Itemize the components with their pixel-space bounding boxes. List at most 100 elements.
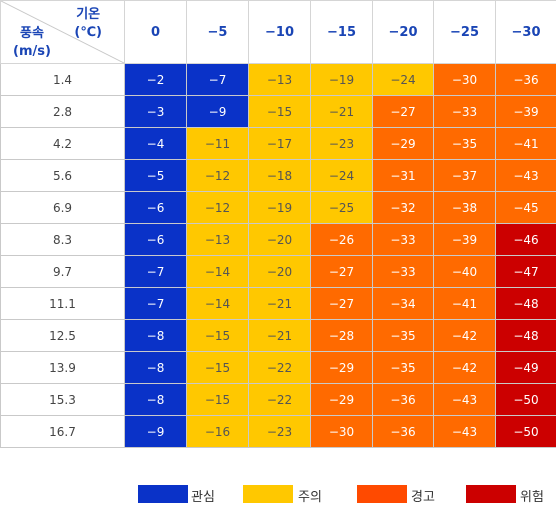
table-row: 4.2 −4 −11 −17 −23 −29 −35 −41 [0,127,556,160]
wind-chill-cell: −3 [124,95,187,128]
wind-chill-cell: −27 [372,95,434,128]
wind-chill-cell: −47 [495,255,556,288]
wind-chill-cell: −13 [248,63,311,96]
wind-chill-cell: −36 [372,383,434,416]
wind-chill-cell: −12 [186,191,249,224]
temperature-header: −15 [310,0,373,64]
diagonal-divider [1,1,124,63]
wind-chill-cell: −31 [372,159,434,192]
wind-chill-cell: −8 [124,383,187,416]
wind-chill-cell: −8 [124,319,187,352]
corner-header: 기온 (℃) 풍속 (m/s) [0,0,125,64]
wind-chill-cell: −18 [248,159,311,192]
legend: 관심 주의 경고 위험 [0,478,556,511]
wind-speed-axis-label: 풍속 (m/s) [13,25,51,61]
wind-chill-cell: −30 [433,63,496,96]
wind-chill-cell: −30 [310,415,373,448]
table-row: 16.7 −9 −16 −23 −30 −36 −43 −50 [0,415,556,448]
wind-speed-cell: 9.7 [0,255,125,288]
wind-speed-cell: 15.3 [0,383,125,416]
wind-chill-cell: −24 [310,159,373,192]
wind-chill-cell: −50 [495,383,556,416]
temperature-header: −10 [248,0,311,64]
wind-chill-cell: −11 [186,127,249,160]
header-row: 기온 (℃) 풍속 (m/s) 0 −5 −10 −15 −20 −25 −30 [0,0,556,64]
table-row: 1.4 −2 −7 −13 −19 −24 −30 −36 [0,63,556,96]
wind-speed-cell: 6.9 [0,191,125,224]
wind-chill-cell: −48 [495,287,556,320]
temperature-axis-label: 기온 (℃) [74,6,102,42]
temperature-unit: (℃) [74,25,102,40]
wind-chill-cell: −46 [495,223,556,256]
wind-chill-cell: −13 [186,223,249,256]
wind-chill-cell: −6 [124,223,187,256]
wind-chill-cell: −42 [433,319,496,352]
wind-chill-cell: −35 [433,127,496,160]
legend-swatch-red [466,485,516,503]
wind-chill-cell: −21 [310,95,373,128]
wind-chill-cell: −36 [372,415,434,448]
temperature-header: −25 [433,0,496,64]
wind-chill-cell: −7 [124,287,187,320]
table-row: 6.9 −6 −12 −19 −25 −32 −38 −45 [0,191,556,224]
wind-chill-cell: −27 [310,255,373,288]
wind-chill-cell: −33 [372,223,434,256]
wind-chill-cell: −14 [186,287,249,320]
temperature-label: 기온 [76,7,101,22]
legend-swatch-orange [357,485,407,503]
wind-chill-cell: −43 [433,383,496,416]
wind-chill-table: 기온 (℃) 풍속 (m/s) 0 −5 −10 −15 −20 −25 −30… [0,0,556,448]
wind-chill-cell: −15 [186,383,249,416]
table-row: 13.9 −8 −15 −22 −29 −35 −42 −49 [0,351,556,384]
wind-chill-cell: −28 [310,319,373,352]
wind-chill-cell: −39 [433,223,496,256]
wind-chill-cell: −25 [310,191,373,224]
wind-speed-cell: 5.6 [0,159,125,192]
wind-chill-cell: −37 [433,159,496,192]
wind-chill-cell: −26 [310,223,373,256]
wind-chill-cell: −38 [433,191,496,224]
wind-chill-cell: −8 [124,351,187,384]
temperature-header: 0 [124,0,187,64]
table-row: 11.1 −7 −14 −21 −27 −34 −41 −48 [0,287,556,320]
legend-label: 주의 [298,490,322,505]
wind-chill-cell: −29 [310,351,373,384]
wind-chill-cell: −33 [433,95,496,128]
wind-chill-cell: −16 [186,415,249,448]
legend-label: 경고 [411,490,435,505]
table-body: 1.4 −2 −7 −13 −19 −24 −30 −36 2.8 −3 −9 −15 −21 −27 −3… [0,63,556,448]
wind-chill-cell: −15 [186,351,249,384]
wind-chill-cell: −20 [248,223,311,256]
wind-chill-cell: −23 [310,127,373,160]
wind-chill-cell: −29 [372,127,434,160]
wind-speed-cell: 13.9 [0,351,125,384]
wind-chill-cell: −24 [372,63,434,96]
wind-chill-cell: −6 [124,191,187,224]
wind-chill-cell: −32 [372,191,434,224]
wind-chill-cell: −41 [495,127,556,160]
wind-chill-cell: −36 [495,63,556,96]
wind-unit: (m/s) [13,44,51,59]
wind-chill-cell: −29 [310,383,373,416]
wind-chill-cell: −22 [248,383,311,416]
wind-chill-cell: −21 [248,319,311,352]
wind-chill-cell: −43 [433,415,496,448]
wind-chill-cell: −39 [495,95,556,128]
wind-chill-cell: −35 [372,351,434,384]
wind-chill-cell: −9 [186,95,249,128]
wind-chill-cell: −49 [495,351,556,384]
wind-speed-cell: 11.1 [0,287,125,320]
wind-chill-cell: −17 [248,127,311,160]
wind-speed-cell: 12.5 [0,319,125,352]
wind-speed-cell: 1.4 [0,63,125,96]
table-row: 2.8 −3 −9 −15 −21 −27 −33 −39 [0,95,556,128]
wind-chill-cell: −20 [248,255,311,288]
table-row: 5.6 −5 −12 −18 −24 −31 −37 −43 [0,159,556,192]
wind-speed-cell: 2.8 [0,95,125,128]
table-row: 15.3 −8 −15 −22 −29 −36 −43 −50 [0,383,556,416]
wind-chill-cell: −41 [433,287,496,320]
wind-chill-cell: −14 [186,255,249,288]
wind-chill-cell: −7 [186,63,249,96]
wind-chill-cell: −42 [433,351,496,384]
table-row: 9.7 −7 −14 −20 −27 −33 −40 −47 [0,255,556,288]
